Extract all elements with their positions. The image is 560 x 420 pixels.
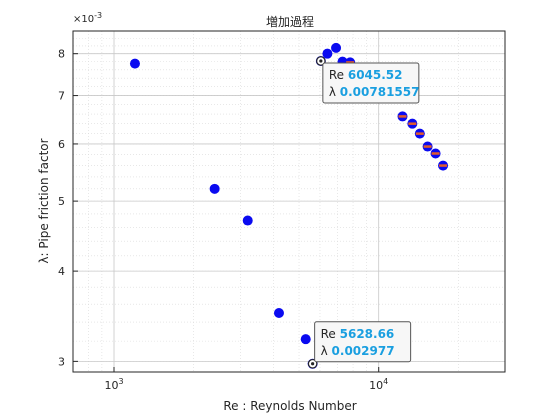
datatip-value-lambda: 0.002977 [332,344,395,358]
y-axis-label: λ: Pipe friction factor [37,138,51,263]
datatip-value-re: 6045.52 [348,68,403,82]
data-point [322,48,333,59]
datatip-line-re: Re 5628.66 [321,327,395,341]
data-points [129,42,449,369]
datatip-box [314,321,412,363]
y-tick-label: 6 [58,138,65,151]
datatip-line-lambda: λ 0.002977 [321,344,395,358]
datatip-value-lambda: 0.00781557 [340,85,420,99]
y-tick-label: 5 [58,195,65,208]
data-point [300,334,311,345]
chart-title: 増加過程 [266,14,314,29]
y-tick-label: 4 [58,265,65,278]
datatip-value-re: 5628.66 [340,327,395,341]
y-tick-label: 7 [58,90,65,103]
datatip-marker-dot [319,59,323,63]
data-point [273,308,284,319]
data-point [331,42,342,53]
data-point [129,58,140,69]
x-axis-label: Re : Reynolds Number [223,399,356,413]
datatip-line-re: Re 6045.52 [329,68,403,82]
plot-box [72,30,506,373]
grid [73,31,505,372]
datatip-box [322,62,420,104]
y-tick-label: 8 [58,48,65,61]
y-tick-label: 3 [58,355,65,368]
data-point [209,183,220,194]
data-point [242,215,253,226]
data-tips: Re 6045.52 λ 0.00781557 Re 5628.66 λ 0.0029… [307,56,420,369]
datatip-line-lambda: λ 0.00781557 [329,85,420,99]
datatip-marker-dot [311,362,315,366]
